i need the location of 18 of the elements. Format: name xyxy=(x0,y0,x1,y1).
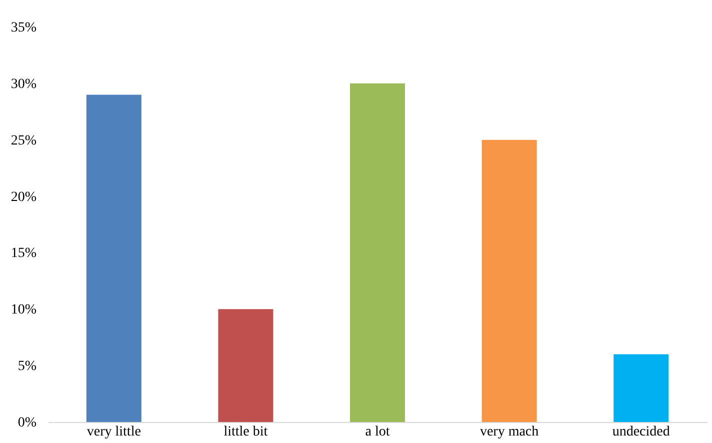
y-tick-label: 25% xyxy=(10,133,37,148)
y-tick-label: 35% xyxy=(10,20,37,36)
x-tick-label: very little xyxy=(86,424,141,440)
bar xyxy=(350,83,405,422)
y-tick-label: 15% xyxy=(10,246,37,262)
y-tick-label: 20% xyxy=(10,190,37,205)
bar xyxy=(218,309,274,422)
y-tick-label: 30% xyxy=(10,76,37,92)
bar xyxy=(482,140,537,422)
y-tick-label: 5% xyxy=(18,359,37,374)
y-tick-label: 10% xyxy=(10,302,37,318)
x-tick-label: little bit xyxy=(224,424,268,440)
y-tick-label: 0% xyxy=(18,416,37,430)
x-tick-label: a lot xyxy=(365,424,390,440)
bar xyxy=(86,94,142,422)
bar xyxy=(614,354,669,422)
x-tick-label: undecided xyxy=(612,424,670,440)
x-tick-label: very mach xyxy=(480,424,539,440)
